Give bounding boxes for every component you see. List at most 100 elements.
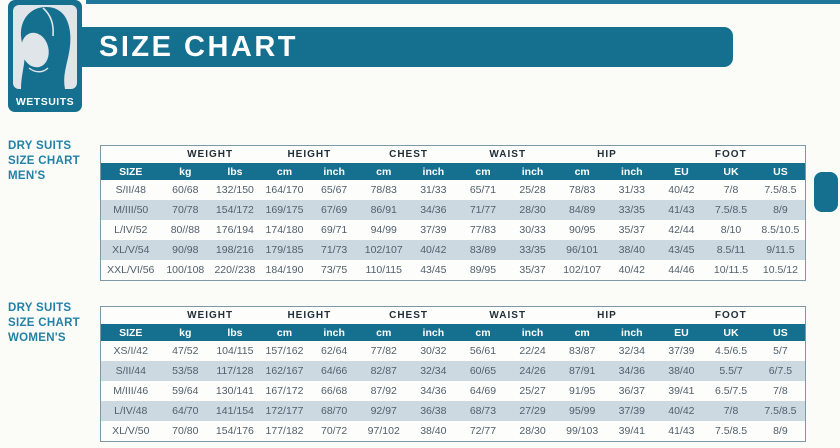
table-cell: 47/52 bbox=[172, 345, 199, 357]
table-cell: XS/I/42 bbox=[113, 345, 148, 357]
column-header-cell: cm bbox=[458, 324, 508, 341]
table-cell: 104/115 bbox=[216, 345, 254, 357]
table-cell: 87/92 bbox=[370, 385, 397, 397]
table-cell: 65/71 bbox=[469, 184, 497, 196]
logo-panel bbox=[13, 5, 77, 89]
table-cell: 41/43 bbox=[668, 204, 695, 216]
table-row: XXL/VI/56 100/108 220//238 184/190 73/75 110/… bbox=[101, 260, 806, 281]
table-row: M/III/46 59/64 130/141 167/172 66/68 87/92 34/… bbox=[101, 381, 806, 401]
table-cell: 92/97 bbox=[370, 405, 397, 417]
table-row: S/II/48 60/68 132/150 164/170 65/67 78/83 31/3… bbox=[101, 180, 806, 200]
mens-chart-label: DRY SUITS SIZE CHART MEN'S bbox=[8, 139, 100, 184]
column-header-cell: SIZE bbox=[100, 163, 161, 180]
table-cell: 95/99 bbox=[569, 405, 596, 417]
table-cell: 64/70 bbox=[172, 405, 199, 417]
table-cell: 78/83 bbox=[569, 184, 596, 196]
table-cell: 62/64 bbox=[320, 345, 348, 357]
group-header-cell: FOOT bbox=[656, 145, 806, 163]
table-cell: 36/38 bbox=[420, 405, 447, 417]
group-header-cell: FOOT bbox=[656, 306, 806, 324]
table-cell: 70/78 bbox=[172, 204, 199, 216]
table-cell: 73/75 bbox=[320, 264, 348, 276]
column-header-cell: cm bbox=[557, 163, 607, 180]
table-cell: 87/91 bbox=[569, 365, 596, 377]
table-cell: 172/177 bbox=[265, 405, 304, 417]
table-cell: 4.5/6.5 bbox=[714, 345, 748, 357]
table-cell: S/II/44 bbox=[115, 365, 146, 377]
group-header-cell bbox=[100, 145, 161, 163]
table-cell: 6.5/7.5 bbox=[714, 385, 748, 397]
table-cell: 35/37 bbox=[519, 264, 546, 276]
wetsuit-hood-icon bbox=[20, 7, 71, 89]
table-cell: L/IV/52 bbox=[114, 224, 148, 236]
table-cell: 42/44 bbox=[668, 224, 695, 236]
table-cell: 141/154 bbox=[215, 405, 254, 417]
table-cell: 71/77 bbox=[469, 204, 497, 216]
table-cell: 100/108 bbox=[166, 264, 205, 276]
column-header-cell: cm bbox=[358, 163, 409, 180]
table-cell: 67/69 bbox=[320, 204, 348, 216]
table-cell: 198/216 bbox=[215, 244, 254, 256]
table-cell: 68/73 bbox=[469, 405, 497, 417]
table-cell: 8.5/11 bbox=[716, 244, 746, 256]
table-cell: 7/8 bbox=[723, 405, 739, 417]
table-cell: 37/39 bbox=[420, 224, 447, 236]
column-header-cell: UK bbox=[706, 324, 756, 341]
table-cell: 72/77 bbox=[469, 425, 497, 437]
column-header-cell: inch bbox=[606, 324, 657, 341]
table-cell: 8/9 bbox=[773, 204, 788, 216]
column-header-cell: inch bbox=[309, 163, 359, 180]
table-cell: 34/36 bbox=[420, 385, 447, 397]
column-header-cell: lbs bbox=[210, 163, 260, 180]
table-cell: 39/41 bbox=[618, 425, 645, 437]
table-cell: M/III/50 bbox=[113, 204, 149, 216]
group-header-row: WEIGHT HEIGHT CHEST WAIST HIP FOOT bbox=[100, 145, 806, 163]
table-cell: 32/34 bbox=[420, 365, 447, 377]
table-row: L/IV/48 64/70 141/154 172/177 68/70 92/97 36/3… bbox=[100, 401, 806, 421]
table-cell: 102/107 bbox=[364, 244, 403, 256]
table-cell: 5/7 bbox=[773, 345, 788, 357]
column-header-cell: EU bbox=[656, 163, 707, 180]
column-header-cell: inch bbox=[408, 163, 459, 180]
group-header-cell: WAIST bbox=[458, 145, 558, 163]
table-cell: 68/70 bbox=[320, 405, 348, 417]
table-cell: 97/102 bbox=[367, 425, 400, 437]
womens-chart-label: DRY SUITS SIZE CHART WOMEN'S bbox=[8, 301, 100, 346]
table-cell: 8/9 bbox=[773, 425, 788, 437]
table-cell: 25/28 bbox=[519, 184, 546, 196]
table-cell: 7/8 bbox=[773, 385, 788, 397]
group-header-cell: HIP bbox=[557, 145, 657, 163]
group-header-row: WEIGHT HEIGHT CHEST WAIST HIP FOOT bbox=[100, 306, 806, 324]
table-cell: 70/72 bbox=[320, 425, 348, 437]
table-cell: 66/68 bbox=[320, 385, 348, 397]
table-cell: 43/45 bbox=[420, 264, 447, 276]
column-header-cell: inch bbox=[309, 324, 359, 341]
table-cell: 80//88 bbox=[170, 224, 200, 236]
table-cell: 90/98 bbox=[172, 244, 199, 256]
table-cell: 7.5/8.5 bbox=[714, 204, 748, 216]
table-cell: 5.5/7 bbox=[719, 365, 743, 377]
table-cell: 94/99 bbox=[370, 224, 397, 236]
table-cell: 10.5/12 bbox=[762, 264, 798, 276]
table-cell: 40/42 bbox=[668, 405, 695, 417]
column-header-cell: cm bbox=[458, 163, 508, 180]
group-header-cell: CHEST bbox=[358, 145, 459, 163]
table-cell: 38/40 bbox=[420, 425, 447, 437]
table-cell: 162/167 bbox=[265, 365, 304, 377]
table-cell: 33/35 bbox=[519, 244, 546, 256]
column-header-cell: inch bbox=[606, 163, 657, 180]
womens-size-table: WEIGHT HEIGHT CHEST WAIST HIP FOOT SIZE kg lbs c… bbox=[100, 306, 806, 442]
table-cell: 28/30 bbox=[519, 425, 546, 437]
table-cell: 177/182 bbox=[265, 425, 304, 437]
table-cell: 24/26 bbox=[519, 365, 546, 377]
table-cell: 70/80 bbox=[172, 425, 199, 437]
table-cell: 84/89 bbox=[569, 204, 596, 216]
table-cell: 28/30 bbox=[519, 204, 546, 216]
table-cell: 38/40 bbox=[618, 244, 645, 256]
column-header-cell: UK bbox=[706, 163, 756, 180]
table-cell: 34/36 bbox=[618, 365, 645, 377]
table-cell: 102/107 bbox=[563, 264, 602, 276]
side-tab[interactable] bbox=[814, 172, 838, 212]
table-cell: 132/150 bbox=[215, 184, 254, 196]
table-cell: 60/65 bbox=[469, 365, 497, 377]
